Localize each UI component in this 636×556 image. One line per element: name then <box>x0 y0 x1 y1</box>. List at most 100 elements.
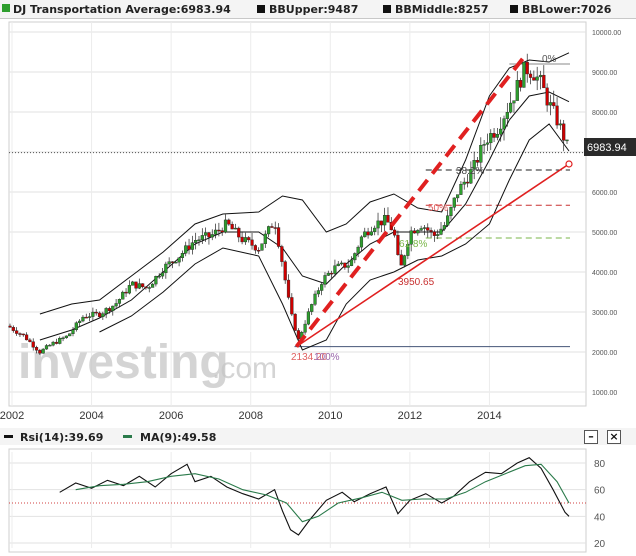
candle-down <box>21 333 25 336</box>
candle-down <box>386 215 390 223</box>
candle-down <box>240 236 244 243</box>
candle-up <box>512 100 516 104</box>
price-y-tick-label: 2000.00 <box>592 350 617 357</box>
candle-down <box>253 245 257 251</box>
candle-up <box>323 275 327 285</box>
candle-up <box>558 123 562 126</box>
candle-up <box>452 197 456 208</box>
candle-up <box>548 102 553 106</box>
price-chart-header: DJ Transportation Average:6983.94 BBUppe… <box>0 0 636 19</box>
candle-up <box>565 139 569 142</box>
candle-up <box>74 322 78 330</box>
candle-down <box>532 77 536 81</box>
candle-down <box>545 87 549 106</box>
candle-up <box>194 240 198 243</box>
price-y-tick-label: 9000.00 <box>592 70 617 77</box>
candle-down <box>429 230 433 232</box>
candle-up <box>333 265 337 274</box>
candle-up <box>243 237 248 243</box>
trend-lines[interactable] <box>294 56 573 348</box>
price-x-tick-label: 2010 <box>318 410 342 422</box>
candle-down <box>465 181 470 184</box>
candle-up <box>499 128 503 135</box>
candle-down <box>170 261 175 263</box>
rsi-y-tick-label: 40 <box>594 512 606 523</box>
symbol-title: DJ Transportation Average:6983.94 <box>13 3 231 16</box>
candle-down <box>144 286 148 289</box>
candle-up <box>150 283 155 288</box>
candle-down <box>34 347 39 351</box>
candle-up <box>310 304 314 312</box>
candle-up <box>44 345 49 350</box>
candle-up <box>422 227 427 229</box>
price-x-tick-label: 2002 <box>0 410 24 422</box>
candle-up <box>164 263 168 274</box>
candle-up <box>87 316 92 318</box>
candle-down <box>107 308 112 312</box>
candle-up <box>267 226 271 235</box>
candle-down <box>492 133 496 138</box>
candle-down <box>393 229 397 236</box>
candle-up <box>459 184 463 195</box>
price-x-tick-label: 2004 <box>79 410 103 422</box>
candle-down <box>8 325 12 328</box>
candle-up <box>200 235 204 241</box>
candle-up <box>68 333 72 337</box>
bb-upper-line <box>39 52 570 315</box>
candle-up <box>71 329 75 334</box>
pane-close-button[interactable]: × <box>607 430 621 444</box>
candle-up <box>469 169 473 184</box>
candle-up <box>339 262 344 265</box>
candle-up <box>127 285 131 294</box>
price-chart[interactable]: 1000.00 2000.00 3000.00 4000.00 5000.00 6000.… <box>0 18 636 428</box>
candle-up <box>306 311 311 325</box>
candle-down <box>475 160 480 163</box>
candle-up <box>416 230 420 234</box>
candle-up <box>489 133 493 144</box>
candle-up <box>174 261 178 264</box>
ma-label: MA(9):49.58 <box>140 431 217 444</box>
candle-down <box>28 339 32 342</box>
candle-up <box>104 308 108 314</box>
price-y-tick-label: 10000.00 <box>592 30 621 37</box>
fib-label-0: 0% <box>542 54 557 65</box>
candle-up <box>154 276 158 285</box>
rsi-lines <box>59 457 570 536</box>
candle-up <box>456 194 460 199</box>
candle-up <box>177 257 181 263</box>
candle-up <box>505 112 509 119</box>
bb-middle-line <box>39 91 570 341</box>
candle-up <box>147 287 151 289</box>
ma-swatch <box>123 435 132 438</box>
pane-settings-button[interactable]: – <box>584 430 598 444</box>
rsi-chart[interactable]: 20 40 60 80 <box>0 446 636 556</box>
price-x-tick-label: 2012 <box>398 410 422 422</box>
candle-down <box>250 239 254 246</box>
candle-down <box>276 227 281 247</box>
candle-up <box>131 281 135 286</box>
candle-up <box>522 61 526 88</box>
rsi-y-tick-label: 80 <box>594 459 606 470</box>
candle-up <box>495 134 499 138</box>
fib-label-61: 61.8% <box>399 239 427 250</box>
price-y-axis: 1000.00 2000.00 3000.00 4000.00 5000.00 6000.… <box>592 30 621 397</box>
candle-up <box>121 291 125 300</box>
candle-up <box>114 303 118 307</box>
bb-lower-label: BBLower:7026 <box>522 3 612 16</box>
candle-down <box>97 312 102 318</box>
price-x-tick-label: 2014 <box>477 410 501 422</box>
candle-up <box>64 335 68 339</box>
fib-fan-dashed-line <box>294 56 525 348</box>
bb-upper-label: BBUpper:9487 <box>269 3 359 16</box>
candle-down <box>518 80 523 88</box>
candle-up <box>204 232 208 236</box>
candle-down <box>257 249 261 252</box>
candle-down <box>296 330 301 340</box>
candle-down <box>273 227 277 229</box>
candle-up <box>157 275 161 278</box>
candle-up <box>260 243 264 251</box>
candle-up <box>359 236 364 248</box>
candle-up <box>51 341 55 346</box>
candle-down <box>24 334 29 341</box>
candle-up <box>326 272 330 276</box>
